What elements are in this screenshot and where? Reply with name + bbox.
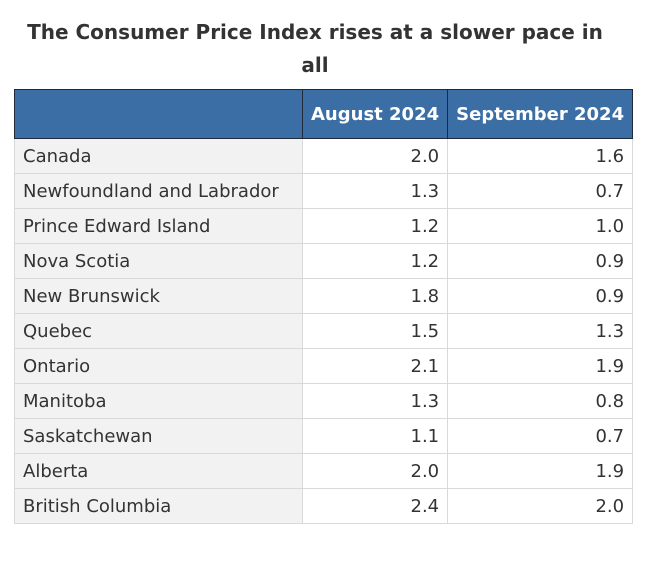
cell-september-2024: 0.7	[447, 173, 634, 209]
table-row: Nova Scotia 1.2 0.9	[14, 243, 634, 279]
title-line-1: The Consumer Price Index rises at a slow…	[27, 20, 603, 77]
table-row: New Brunswick 1.8 0.9	[14, 278, 634, 314]
cell-september-2024: 1.6	[447, 138, 634, 174]
row-label: Newfoundland and Labrador	[14, 173, 303, 209]
cell-august-2024: 1.3	[301, 173, 449, 209]
row-label: Prince Edward Island	[14, 208, 303, 244]
row-label: Alberta	[14, 453, 303, 489]
cell-september-2024: 0.7	[447, 418, 634, 454]
cell-august-2024: 2.1	[301, 348, 449, 384]
table-row: Prince Edward Island 1.2 1.0	[14, 208, 634, 244]
cell-august-2024: 1.2	[301, 243, 449, 279]
row-label: Ontario	[14, 348, 303, 384]
table-row: Newfoundland and Labrador 1.3 0.7	[14, 173, 634, 209]
column-header-september-2024: September 2024	[447, 89, 634, 139]
cell-august-2024: 1.5	[301, 313, 449, 349]
table-body: Canada 2.0 1.6 Newfoundland and Labrador 1.3…	[14, 138, 634, 524]
table-row: Manitoba 1.3 0.8	[14, 383, 634, 419]
cell-august-2024: 2.0	[301, 138, 449, 174]
row-label: Canada	[14, 138, 303, 174]
table-row: Saskatchewan 1.1 0.7	[14, 418, 634, 454]
row-label: Quebec	[14, 313, 303, 349]
cell-august-2024: 1.3	[301, 383, 449, 419]
cell-september-2024: 2.0	[447, 488, 634, 524]
table-row: Quebec 1.5 1.3	[14, 313, 634, 349]
column-header-august-2024: August 2024	[301, 89, 449, 139]
table-row: Ontario 2.1 1.9	[14, 348, 634, 384]
row-label: British Columbia	[14, 488, 303, 524]
header-corner	[14, 89, 303, 139]
header-row: August 2024 September 2024	[14, 89, 634, 139]
cell-august-2024: 1.8	[301, 278, 449, 314]
row-label: Saskatchewan	[14, 418, 303, 454]
cell-august-2024: 1.1	[301, 418, 449, 454]
row-label: Nova Scotia	[14, 243, 303, 279]
cell-august-2024: 2.0	[301, 453, 449, 489]
cell-september-2024: 0.9	[447, 243, 634, 279]
row-label: Manitoba	[14, 383, 303, 419]
table-row: Canada 2.0 1.6	[14, 138, 634, 174]
cell-september-2024: 1.0	[447, 208, 634, 244]
cell-september-2024: 0.9	[447, 278, 634, 314]
cell-september-2024: 1.9	[447, 348, 634, 384]
cell-september-2024: 0.8	[447, 383, 634, 419]
table-row: Alberta 2.0 1.9	[14, 453, 634, 489]
cell-september-2024: 1.3	[447, 313, 634, 349]
cell-august-2024: 1.2	[301, 208, 449, 244]
cell-august-2024: 2.4	[301, 488, 449, 524]
cell-september-2024: 1.9	[447, 453, 634, 489]
table-row: British Columbia 2.4 2.0	[14, 488, 634, 524]
row-label: New Brunswick	[14, 278, 303, 314]
cpi-table: August 2024 September 2024 Canada 2.0 1.6 N…	[14, 89, 634, 524]
